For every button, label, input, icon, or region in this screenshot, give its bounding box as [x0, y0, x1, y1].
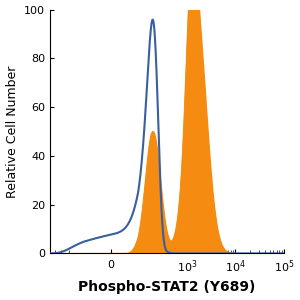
- X-axis label: Phospho-STAT2 (Y689): Phospho-STAT2 (Y689): [78, 280, 256, 294]
- Y-axis label: Relative Cell Number: Relative Cell Number: [6, 65, 19, 198]
